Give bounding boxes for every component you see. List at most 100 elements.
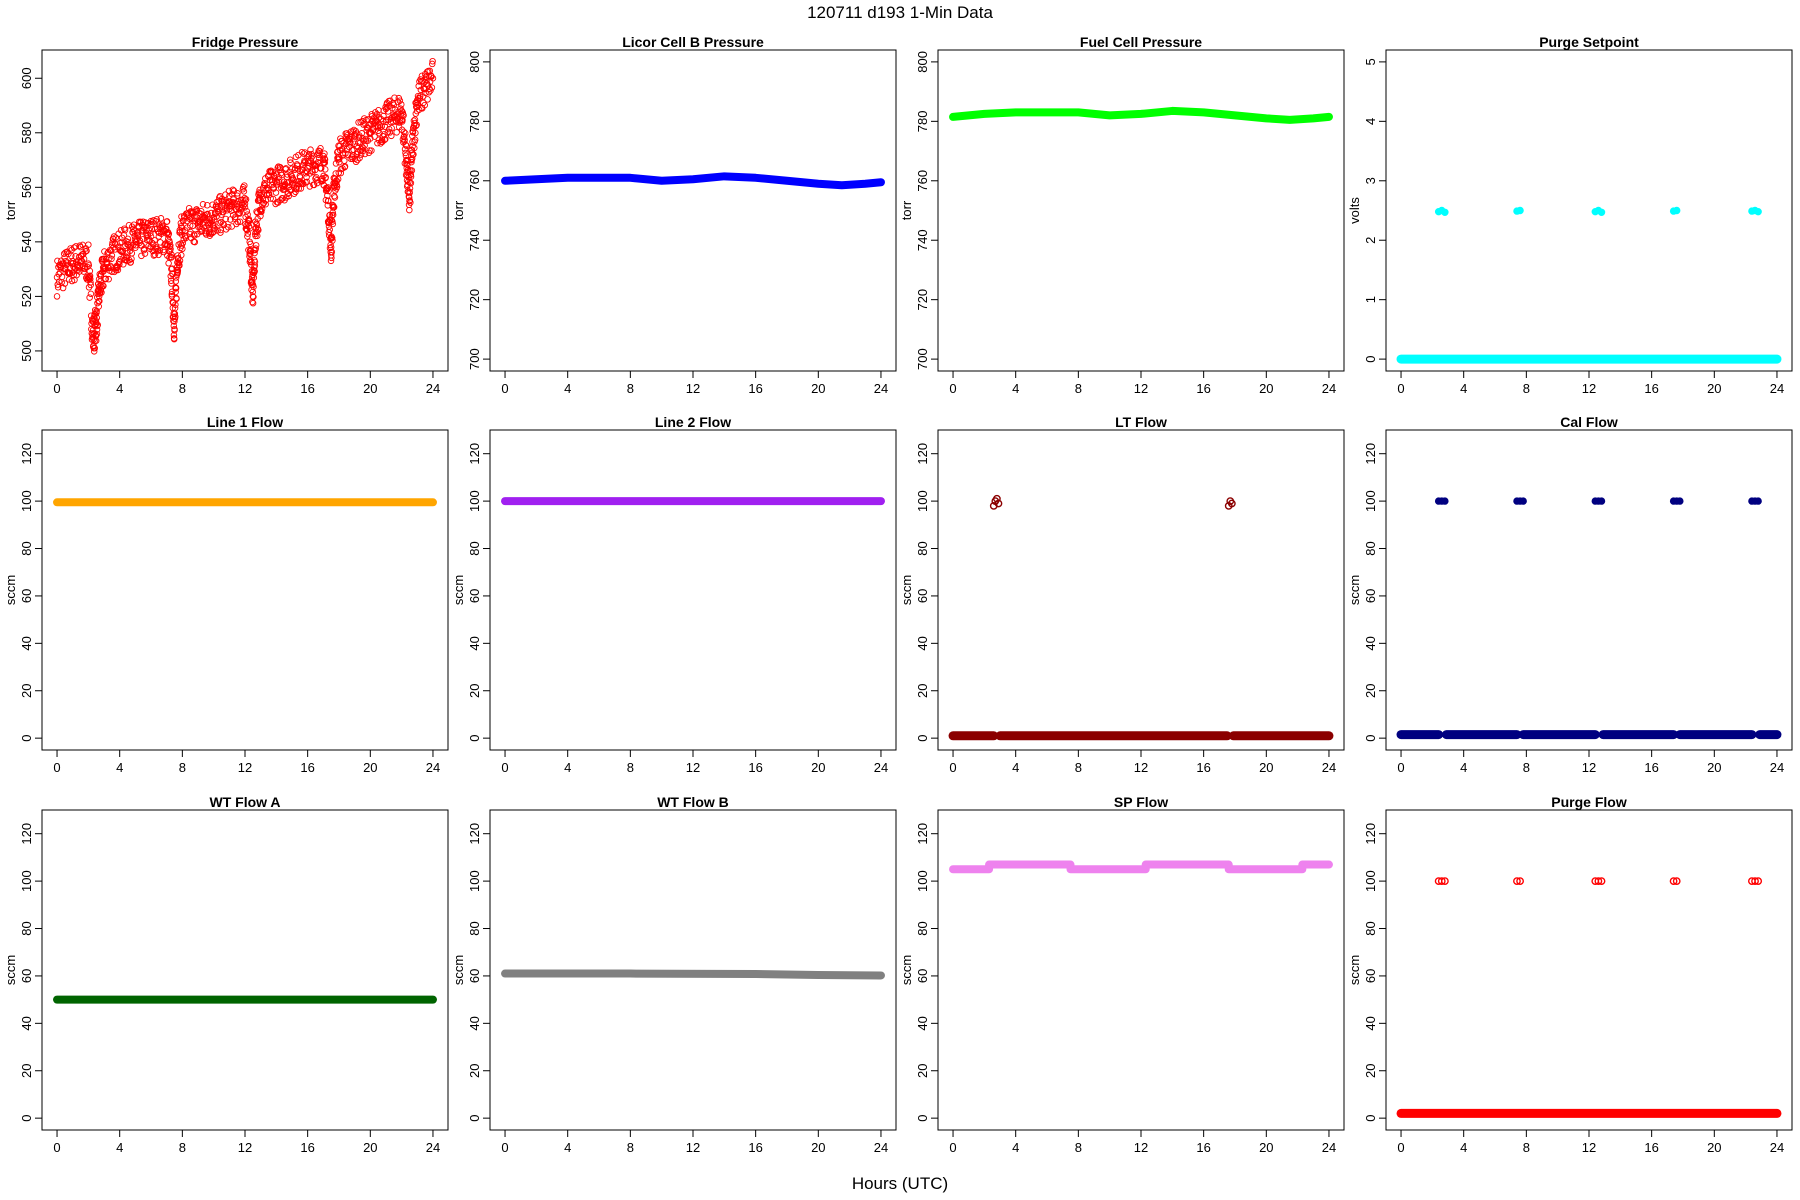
data-series-line bbox=[949, 106, 1333, 124]
data-point bbox=[151, 237, 158, 244]
panel-9: WT Flow B 0 4 8 12 16 20 24 0 20 40 60 80 100 120 sccm bbox=[451, 794, 897, 1155]
data-point bbox=[288, 165, 296, 172]
data-point bbox=[286, 156, 294, 164]
x-tick-label: 0 bbox=[501, 760, 508, 775]
data-point bbox=[67, 245, 74, 252]
data-point bbox=[170, 335, 178, 343]
data-point bbox=[85, 241, 92, 248]
data-point bbox=[1669, 877, 1678, 886]
x-tick-label: 8 bbox=[1075, 760, 1082, 775]
data-point bbox=[168, 251, 175, 258]
data-point bbox=[373, 110, 381, 118]
data-point bbox=[407, 173, 415, 180]
y-axis-label: sccm bbox=[1347, 955, 1362, 985]
data-point bbox=[407, 171, 414, 178]
x-tick-label: 0 bbox=[1397, 760, 1404, 775]
y-tick-label: 20 bbox=[467, 1064, 482, 1078]
y-tick-label: 120 bbox=[1363, 823, 1378, 845]
data-point bbox=[1513, 877, 1521, 886]
data-point bbox=[70, 271, 78, 279]
data-point bbox=[391, 94, 398, 101]
data-point bbox=[139, 235, 147, 243]
x-tick-label: 0 bbox=[1397, 381, 1404, 396]
data-point bbox=[258, 208, 265, 216]
y-tick-label: 80 bbox=[19, 921, 34, 935]
panel-1: Licor Cell B Pressure 0 4 8 12 16 20 24 700 720 74… bbox=[451, 34, 897, 396]
data-point bbox=[332, 170, 340, 177]
data-point bbox=[1440, 877, 1449, 886]
panel-title: WT Flow A bbox=[209, 794, 280, 810]
data-point bbox=[402, 130, 409, 137]
data-point bbox=[1227, 499, 1236, 508]
data-point bbox=[77, 257, 84, 265]
y-tick-label: 80 bbox=[19, 541, 34, 555]
data-point bbox=[156, 246, 164, 254]
data-point bbox=[380, 107, 388, 114]
y-axis-label: sccm bbox=[1347, 575, 1362, 605]
data-point bbox=[312, 162, 319, 169]
data-point bbox=[85, 260, 92, 267]
y-tick-label: 80 bbox=[915, 921, 930, 935]
x-tick-label: 20 bbox=[1259, 381, 1273, 396]
data-point bbox=[93, 330, 101, 338]
data-point bbox=[250, 274, 258, 281]
y-tick-label: 120 bbox=[467, 443, 482, 465]
data-point bbox=[94, 321, 102, 329]
data-point bbox=[307, 154, 315, 162]
data-point bbox=[1597, 497, 1606, 505]
data-point bbox=[90, 348, 98, 355]
x-tick-label: 0 bbox=[53, 760, 60, 775]
data-point bbox=[186, 215, 193, 222]
plot-frame bbox=[1385, 429, 1793, 751]
data-point bbox=[239, 184, 247, 191]
data-point bbox=[222, 226, 230, 233]
y-tick-label: 60 bbox=[1363, 969, 1378, 983]
data-point bbox=[326, 226, 333, 233]
panel-5: Line 2 Flow 0 4 8 12 16 20 24 0 20 40 60 80 100 120 scc… bbox=[451, 414, 897, 775]
x-tick-label: 0 bbox=[949, 760, 956, 775]
data-point bbox=[1754, 877, 1763, 886]
y-axis-label: sccm bbox=[451, 955, 466, 985]
x-tick-label: 16 bbox=[300, 381, 314, 396]
y-axis-label: torr bbox=[3, 200, 18, 220]
x-tick-label: 16 bbox=[748, 1140, 762, 1155]
x-tick-label: 16 bbox=[1644, 1140, 1658, 1155]
x-tick-label: 4 bbox=[116, 760, 123, 775]
data-point bbox=[236, 218, 244, 225]
data-point bbox=[320, 159, 327, 167]
plot-frame bbox=[41, 809, 449, 1131]
data-point bbox=[401, 145, 409, 153]
data-point bbox=[329, 220, 337, 228]
data-point bbox=[177, 223, 185, 230]
data-point bbox=[299, 180, 306, 187]
data-point bbox=[328, 248, 336, 256]
data-point bbox=[249, 299, 257, 307]
data-point bbox=[1516, 877, 1524, 886]
data-point bbox=[243, 207, 250, 215]
data-point bbox=[241, 182, 248, 189]
data-point bbox=[252, 242, 260, 249]
data-point bbox=[241, 197, 249, 204]
x-tick-label: 12 bbox=[686, 1140, 700, 1155]
data-point bbox=[310, 181, 318, 189]
y-axis-label: torr bbox=[899, 200, 914, 220]
data-point bbox=[1597, 877, 1606, 886]
data-point bbox=[222, 191, 229, 198]
data-point bbox=[411, 136, 419, 144]
data-point bbox=[172, 301, 179, 308]
data-point bbox=[166, 239, 173, 246]
data-point bbox=[265, 191, 273, 199]
data-point bbox=[1441, 208, 1449, 216]
data-point bbox=[298, 148, 306, 156]
data-point bbox=[210, 214, 217, 221]
data-point bbox=[244, 230, 252, 237]
data-point bbox=[172, 285, 180, 292]
data-point bbox=[384, 129, 392, 136]
y-tick-label: 120 bbox=[915, 443, 930, 465]
data-point bbox=[408, 167, 416, 174]
data-point bbox=[301, 149, 309, 156]
data-point bbox=[994, 499, 1003, 508]
x-tick-label: 24 bbox=[426, 760, 440, 775]
y-tick-label: 540 bbox=[19, 231, 34, 253]
data-point bbox=[168, 265, 175, 273]
